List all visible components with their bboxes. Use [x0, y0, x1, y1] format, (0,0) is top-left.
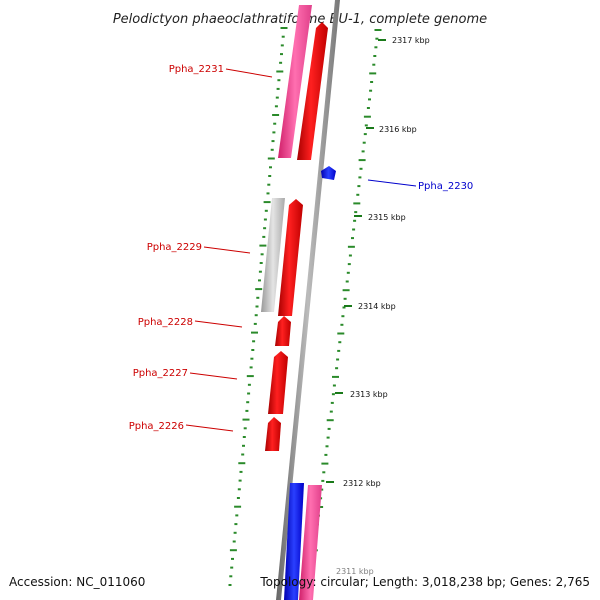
scale-labels: 2317 kbp 2316 kbp 2315 kbp 2314 kbp 2313…	[326, 36, 430, 576]
scale-label-2313: 2313 kbp	[350, 390, 388, 399]
gene-label-ppha-2228: Ppha_2228	[138, 317, 193, 328]
genome-backbone	[276, 0, 340, 600]
leader-line-ppha-2231	[225, 68, 273, 78]
scale-label-2316: 2316 kbp	[379, 125, 417, 134]
gene-block-pink-top	[278, 5, 312, 158]
gene-label-ppha-2230: Ppha_2230	[418, 181, 473, 192]
scale-label-2312: 2312 kbp	[343, 479, 381, 488]
gene-block-gray	[261, 198, 285, 312]
gene-arrow-ppha-2226	[265, 417, 281, 451]
gene-arrow-ppha-2227	[268, 351, 288, 414]
gene-labels: Ppha_2231 Ppha_2230 Ppha_2229 Ppha_2228 …	[129, 64, 474, 432]
leader-line-ppha-2226	[185, 424, 234, 432]
gene-label-ppha-2229: Ppha_2229	[147, 242, 202, 253]
leader-line-ppha-2227	[189, 372, 238, 380]
gene-arrow-ppha-2229	[278, 199, 303, 316]
gene-block-blue-bottom	[284, 483, 304, 600]
gene-label-ppha-2227: Ppha_2227	[133, 368, 188, 379]
gene-arrow-ppha-2231	[297, 22, 328, 160]
scale-label-2315: 2315 kbp	[368, 213, 406, 222]
scale-label-2317: 2317 kbp	[392, 36, 430, 45]
topology-text: Topology: circular; Length: 3,018,238 bp…	[259, 575, 590, 589]
gene-label-ppha-2226: Ppha_2226	[129, 421, 184, 432]
gene-block-pink-bottom	[299, 485, 322, 600]
gene-label-ppha-2231: Ppha_2231	[169, 64, 224, 75]
leader-line-ppha-2229	[203, 246, 251, 254]
scale-label-2314: 2314 kbp	[358, 302, 396, 311]
gene-arrow-ppha-2228	[275, 316, 291, 346]
leader-line-ppha-2228	[194, 320, 243, 328]
scale-label-2311: 2311 kbp	[336, 567, 374, 576]
gene-features	[261, 5, 336, 600]
leader-line-ppha-2230	[367, 179, 417, 187]
gene-arrow-ppha-2230	[321, 166, 336, 180]
accession-text: Accession: NC_011060	[9, 575, 145, 589]
